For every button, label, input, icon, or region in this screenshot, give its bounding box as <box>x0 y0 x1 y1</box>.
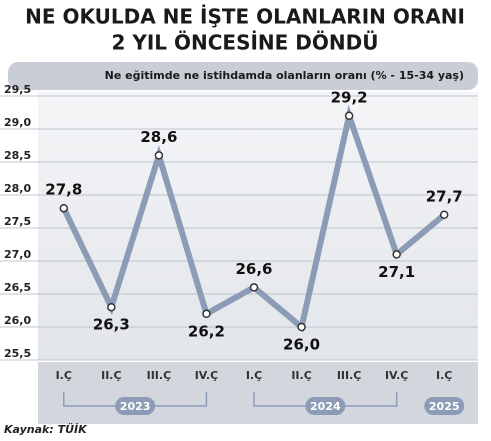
point <box>344 111 354 121</box>
point <box>249 283 259 292</box>
header-band <box>8 62 478 90</box>
point <box>392 250 401 259</box>
x-tick-label: I.Ç <box>246 369 262 382</box>
y-tick-label: 26,0 <box>4 314 31 327</box>
value-label: 28,6 <box>140 128 177 146</box>
y-tick-label: 29,0 <box>4 116 31 129</box>
plot: 25,5 26,0 26,5 27,0 27,5 28,0 28,5 29,0 29,5 I.Ç I… <box>0 83 478 415</box>
category-band <box>38 362 478 424</box>
value-label: 27,1 <box>378 263 415 281</box>
value-label: 26,6 <box>235 260 272 278</box>
year-label: 2024 <box>310 400 341 413</box>
point <box>154 151 164 160</box>
y-tick-label: 26,5 <box>4 281 31 294</box>
subtitle: Ne eğitimde ne istihdamda olanların oran… <box>105 69 464 82</box>
point <box>59 203 69 213</box>
source: Kaynak: TÜİK <box>4 422 88 436</box>
value-label: 26,3 <box>93 316 130 334</box>
y-tick-label: 27,0 <box>4 248 31 261</box>
value-label: 29,2 <box>331 88 368 106</box>
chart-title: 2 YIL ÖNCESİNE DÖNDÜ <box>112 31 379 55</box>
x-tick-label: IV.Ç <box>195 369 218 382</box>
point <box>107 302 116 312</box>
y-tick-label: 27,5 <box>4 215 31 228</box>
x-tick-label: I.Ç <box>436 369 452 382</box>
plot-area <box>38 92 478 360</box>
value-label: 27,8 <box>45 181 82 199</box>
x-tick-label: III.Ç <box>337 369 362 382</box>
value-label: 27,7 <box>426 187 463 205</box>
y-tick-label: 28,5 <box>4 149 31 162</box>
x-tick-label: IV.Ç <box>385 369 408 382</box>
x-tick-label: II.Ç <box>101 369 121 382</box>
point <box>202 309 211 319</box>
value-label: 26,2 <box>188 322 225 340</box>
year-badge <box>115 397 156 415</box>
year-badge <box>424 397 465 415</box>
year-label: 2025 <box>429 400 460 413</box>
x-tick-label: III.Ç <box>147 369 172 382</box>
y-tick-label: 28,0 <box>4 182 31 195</box>
x-tick-label: I.Ç <box>56 369 72 382</box>
y-tick-label: 29,5 <box>4 83 31 96</box>
x-tick-label: II.Ç <box>291 369 311 382</box>
value-label: 26,0 <box>283 336 320 354</box>
year-label: 2023 <box>120 400 151 413</box>
chart-title: NE OKULDA NE İŞTE OLANLARIN ORANI <box>25 5 465 29</box>
point <box>297 322 306 332</box>
point <box>439 210 449 220</box>
y-tick-label: 25,5 <box>4 347 31 360</box>
year-badge <box>305 397 346 415</box>
